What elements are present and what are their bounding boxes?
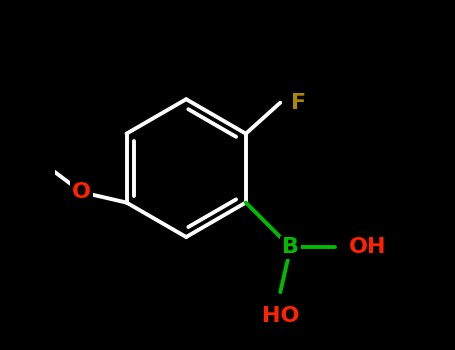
Text: F: F: [291, 93, 306, 113]
Text: HO: HO: [262, 306, 299, 326]
Text: OH: OH: [349, 237, 387, 257]
Text: O: O: [72, 182, 91, 202]
Text: B: B: [282, 237, 299, 257]
